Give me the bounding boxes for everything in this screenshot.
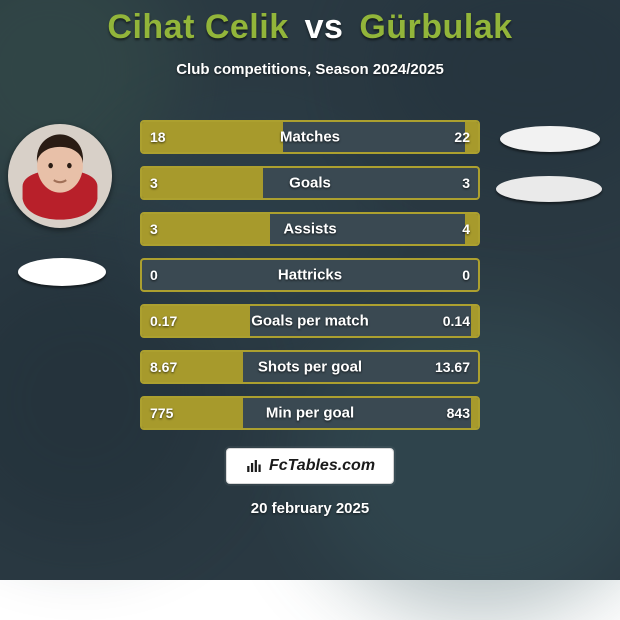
stat-value-left: 775 (150, 405, 173, 421)
stat-value-right: 0.14 (443, 313, 470, 329)
player2-avatar-placeholder (500, 126, 600, 152)
stat-row: 775 Min per goal 843 (140, 396, 480, 430)
stat-value-right: 22 (454, 129, 470, 145)
source-badge[interactable]: FcTables.com (226, 448, 394, 484)
stat-value-right: 13.67 (435, 359, 470, 375)
stat-row: 0.17 Goals per match 0.14 (140, 304, 480, 338)
stat-value-left: 0.17 (150, 313, 177, 329)
stat-row: 0 Hattricks 0 (140, 258, 480, 292)
stat-value-left: 18 (150, 129, 166, 145)
title-player2: Gürbulak (359, 8, 512, 46)
stat-value-left: 3 (150, 175, 158, 191)
stat-value-left: 0 (150, 267, 158, 283)
stat-row: 8.67 Shots per goal 13.67 (140, 350, 480, 384)
stat-metric-label: Shots per goal (258, 359, 362, 376)
source-badge-text: FcTables.com (269, 457, 375, 475)
player2-team-badge-placeholder (496, 176, 602, 202)
title-vs: vs (305, 8, 344, 46)
comparison-bars: 18 Matches 22 3 Goals 3 3 Assists 4 0 Hattricks 0 0.… (140, 120, 480, 442)
player1-team-badge-placeholder (18, 258, 106, 286)
subtitle: Club competitions, Season 2024/2025 (0, 61, 620, 78)
player1-avatar (8, 124, 112, 228)
stat-metric-label: Goals per match (251, 313, 369, 330)
stat-value-right: 4 (462, 221, 470, 237)
stat-value-right: 0 (462, 267, 470, 283)
stat-row: 3 Assists 4 (140, 212, 480, 246)
stat-metric-label: Hattricks (278, 267, 342, 284)
stat-row: 18 Matches 22 (140, 120, 480, 154)
bar-chart-icon (245, 457, 263, 475)
stat-value-left: 8.67 (150, 359, 177, 375)
stat-metric-label: Min per goal (266, 405, 354, 422)
stat-bar-right (471, 398, 478, 428)
stat-value-left: 3 (150, 221, 158, 237)
stat-value-right: 843 (447, 405, 470, 421)
stat-metric-label: Matches (280, 129, 340, 146)
comparison-card: Cihat Celik vs Gürbulak Club competition… (0, 0, 620, 580)
title-player1: Cihat Celik (107, 8, 288, 46)
stat-row: 3 Goals 3 (140, 166, 480, 200)
stat-metric-label: Assists (283, 221, 336, 238)
stat-bar-left (142, 214, 270, 244)
stat-bar-left (142, 168, 263, 198)
stat-value-right: 3 (462, 175, 470, 191)
date-label: 20 february 2025 (251, 500, 369, 517)
page-title: Cihat Celik vs Gürbulak (0, 8, 620, 47)
stat-bar-right (471, 306, 478, 336)
stat-metric-label: Goals (289, 175, 331, 192)
avatar-icon (8, 124, 112, 228)
